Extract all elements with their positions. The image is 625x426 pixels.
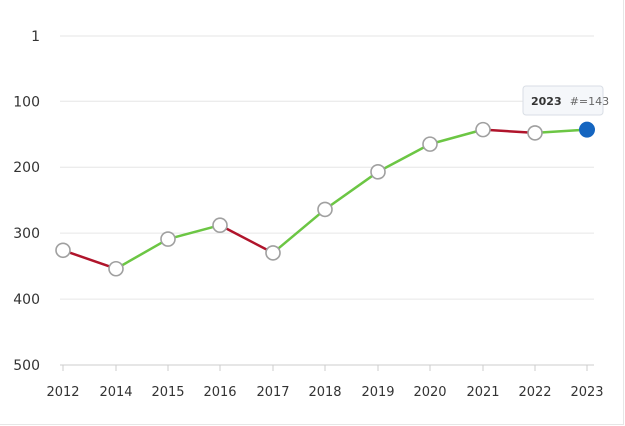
data-point-2022	[527, 125, 543, 141]
data-point-2020	[422, 136, 438, 152]
y-tick-label-300: 300	[13, 226, 40, 242]
tooltip: 2023 #=143	[522, 85, 609, 116]
line-segment-2014-2015	[114, 237, 170, 270]
data-points	[55, 121, 595, 277]
data-point-2016	[212, 217, 228, 234]
x-tick-label-2012: 2012	[46, 385, 79, 400]
x-tick-label-2022: 2022	[518, 385, 551, 400]
x-tick-label-2020: 2020	[413, 385, 446, 400]
data-point-2012	[55, 242, 71, 259]
x-tick-label-2016: 2016	[203, 385, 236, 400]
x-tick-label-2019: 2019	[361, 385, 394, 400]
y-tick-label-200: 200	[13, 160, 40, 176]
x-tick-label-2015: 2015	[151, 385, 184, 400]
line-segment-2016-2017	[218, 223, 275, 255]
data-point-2021	[475, 121, 491, 138]
line-segment-2020-2021	[428, 128, 485, 146]
line-segment-2018-2019	[323, 170, 380, 211]
data-point-2014	[108, 260, 124, 277]
data-point-highlighted-2023	[579, 121, 595, 138]
y-tick-label-100: 100	[13, 94, 40, 110]
line-segments	[61, 128, 589, 270]
x-tick-label-2014: 2014	[99, 385, 132, 400]
y-tick-label-500: 500	[13, 358, 40, 374]
line-segment-2022-2023	[533, 128, 589, 135]
line-segment-2017-2018	[271, 208, 327, 255]
x-axis	[60, 364, 594, 371]
svg-text:2023 #=143: 2023 #=143	[531, 90, 609, 109]
y-tick-label-400: 400	[13, 292, 40, 308]
line-segment-2015-2016	[166, 223, 222, 241]
y-axis-tick-labels: 1 100 200 300 400 500	[13, 29, 40, 374]
x-tick-label-2021: 2021	[466, 385, 499, 400]
x-tick-label-2023: 2023	[570, 385, 603, 400]
line-segment-2012-2014	[61, 249, 118, 270]
line-segment-2021-2022	[481, 128, 537, 135]
grid-lines	[60, 35, 594, 366]
data-point-2015	[160, 231, 176, 247]
y-tick-label-1: 1	[31, 29, 40, 45]
line-segment-2019-2020	[376, 142, 432, 174]
data-point-2017	[265, 245, 281, 261]
data-point-2019	[370, 164, 386, 180]
tooltip-value: #=143	[570, 95, 609, 108]
data-point-2018	[317, 201, 333, 218]
tooltip-year: 2023	[531, 95, 562, 108]
x-tick-label-2017: 2017	[256, 385, 289, 400]
tooltip-box	[522, 85, 604, 116]
x-axis-tick-labels: 2012 2014 2015 2016 2017 2018 2019 2020 2021 2022…	[46, 385, 603, 400]
x-tick-label-2018: 2018	[308, 385, 341, 400]
